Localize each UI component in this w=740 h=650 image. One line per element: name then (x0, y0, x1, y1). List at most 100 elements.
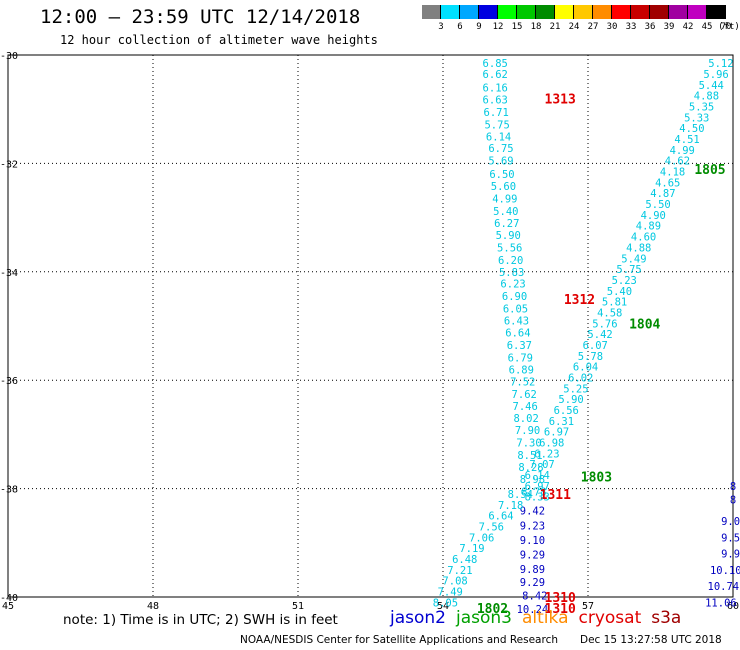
scale-swatch (441, 5, 460, 19)
swh-value: 6.98 (539, 438, 564, 450)
scale-label: 18 (530, 22, 542, 32)
swh-value: 8.54 (508, 489, 533, 501)
swh-value: 7.62 (512, 389, 537, 401)
scale-label: 6 (457, 22, 463, 32)
swh-value: 6.85 (483, 58, 508, 70)
scale-label: 27 (587, 22, 599, 32)
footer-timestamp: Dec 15 13:27:58 UTC 2018 (580, 634, 722, 646)
swh-value: 7.06 (469, 532, 494, 544)
swh-value: 6.23 (500, 279, 525, 291)
swh-value: 7.07 (529, 459, 554, 471)
swh-value: 4.18 (660, 167, 685, 179)
swh-value: 4.89 (636, 221, 661, 233)
swh-value: 6.64 (505, 328, 530, 340)
scale-label: 24 (568, 22, 580, 32)
swh-value: 7.49 (438, 587, 463, 599)
swh-value: 8.02 (513, 413, 538, 425)
swh-value: 5.56 (497, 242, 522, 254)
swh-value: 4.51 (674, 134, 699, 146)
pass-time-label: 1805 (694, 163, 725, 178)
swh-value: 9.10 (520, 535, 545, 547)
lon-tick-label: 57 (582, 601, 594, 612)
swh-value: 9.29 (520, 577, 545, 589)
scale-swatch (593, 5, 612, 19)
swh-value: 4.62 (665, 156, 690, 168)
swh-value: 9.9 (721, 549, 740, 561)
swh-value: 9.29 (520, 550, 545, 562)
swh-value: 6.07 (583, 340, 608, 352)
swh-value: 10.24 (517, 604, 549, 616)
satellite-legend-item: cryosat (578, 608, 642, 628)
swh-value: 8.98 (520, 474, 545, 486)
scale-swatch (555, 5, 574, 19)
swh-value: 8 (730, 481, 736, 493)
scale-swatch (460, 5, 479, 19)
swh-value: 6.75 (488, 143, 513, 155)
swh-value: 6.90 (502, 291, 527, 303)
scale-swatch (574, 5, 593, 19)
footer-credit: NOAA/NESDIS Center for Satellite Applica… (240, 634, 558, 646)
swh-value: 5.90 (558, 394, 583, 406)
swh-value: 6.43 (504, 316, 529, 328)
pass-time-label: 1313 (545, 92, 576, 107)
swh-value: 6.71 (484, 107, 509, 119)
swh-value: 6.56 (554, 405, 579, 417)
swh-value: 6.20 (498, 255, 523, 267)
swh-value: 5.75 (616, 264, 641, 276)
swh-value: 5.78 (578, 351, 603, 363)
swh-value: 4.99 (492, 194, 517, 206)
scale-swatch (479, 5, 498, 19)
swh-value: 5.35 (689, 101, 714, 113)
swh-value: 5.23 (612, 275, 637, 287)
swh-value: 4.90 (641, 210, 666, 222)
swh-value: 6.14 (525, 470, 550, 482)
swh-value: 6.16 (483, 83, 508, 95)
swh-value: 8.78 (521, 486, 546, 498)
pass-time-label: 1310 (545, 591, 576, 606)
map-frame (7, 54, 734, 598)
scale-label: 3 (438, 22, 444, 32)
swh-value: 6.04 (573, 362, 598, 374)
scale-label: 70 (720, 22, 732, 32)
scale-swatch (631, 5, 650, 19)
scale-label: 21 (549, 22, 561, 32)
swh-value: 4.87 (650, 188, 675, 200)
swh-value: 5.12 (708, 58, 733, 70)
note-text: note: 1) Time is in UTC; 2) SWH is in fe… (63, 612, 338, 628)
lon-tick-label: 45 (2, 601, 14, 612)
swh-value: 4.60 (631, 232, 656, 244)
swh-value: 8.05 (433, 597, 458, 609)
swh-value: 5.50 (645, 199, 670, 211)
lat-tick-label: -34 (0, 268, 18, 279)
swh-value: 7.08 (442, 576, 467, 588)
swh-value: 6.79 (508, 352, 533, 364)
swh-value: 4.65 (655, 177, 680, 189)
swh-value: 6.97 (544, 427, 569, 439)
swh-value: 6.02 (568, 372, 593, 384)
lat-tick-label: -30 (0, 51, 18, 62)
swh-value: 5.49 (621, 253, 646, 265)
swh-value: 6.50 (489, 169, 514, 181)
scale-swatch (536, 5, 555, 19)
swh-value: 6.23 (534, 448, 559, 460)
swh-value: 6.48 (452, 554, 477, 566)
scale-swatch (422, 5, 441, 19)
swh-value: 4.58 (597, 307, 622, 319)
lat-tick-label: -38 (0, 485, 18, 496)
swh-value: 7.21 (447, 565, 472, 577)
swh-value: 9.0 (721, 516, 740, 528)
scale-label: 42 (682, 22, 694, 32)
lon-tick-label: 51 (292, 601, 304, 612)
pass-time-label: 1804 (629, 317, 660, 332)
swh-value: 4.99 (670, 145, 695, 157)
swh-value: 7.46 (513, 401, 538, 413)
satellite-legend-item: altika (522, 608, 569, 628)
map-title: 12:00 – 23:59 UTC 12/14/2018 (40, 6, 361, 28)
scale-unit: (ft) (718, 22, 740, 32)
swh-value: 8.42 (522, 590, 547, 602)
swh-value: 11.06 (705, 597, 737, 609)
swh-value: 5.81 (602, 297, 627, 309)
swh-value: 6.63 (483, 94, 508, 106)
swh-value: 7.18 (498, 500, 523, 512)
